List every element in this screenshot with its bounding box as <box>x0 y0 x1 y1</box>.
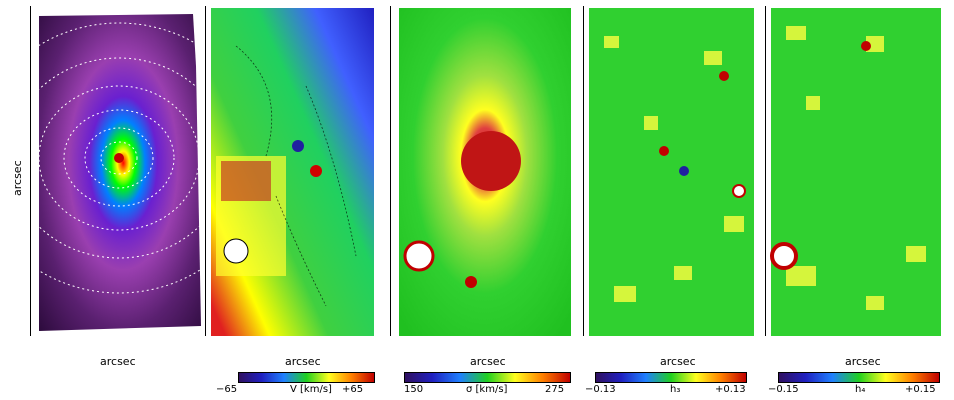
colorbar-h3 <box>595 372 747 383</box>
h3-map <box>589 8 754 336</box>
colorbar-dispersion-max: 275 <box>545 384 565 395</box>
colorbar-h3-label: h₃ <box>670 384 681 395</box>
velocity-map <box>211 8 374 336</box>
x-axis-label-flux: arcsec <box>100 355 136 368</box>
y-axis-label: arcsec <box>11 160 24 196</box>
velocity-panel <box>205 6 376 336</box>
colorbar-dispersion-label: σ [km/s] <box>466 384 508 395</box>
colorbar-h3-max: +0.13 <box>715 384 746 395</box>
colorbar-h4-min: −0.15 <box>768 384 799 395</box>
colorbar-h4-label: h₄ <box>855 384 866 395</box>
x-axis-label-h3: arcsec <box>660 355 696 368</box>
dispersion-panel <box>390 6 576 336</box>
x-axis-label-dispersion: arcsec <box>470 355 506 368</box>
h3-panel <box>583 6 759 336</box>
colorbar-dispersion <box>404 372 571 383</box>
colorbar-velocity-max: +65 <box>342 384 364 395</box>
colorbar-h4-max: +0.15 <box>905 384 936 395</box>
h4-map <box>770 8 941 336</box>
dispersion-map <box>399 8 571 336</box>
h4-panel <box>765 6 946 336</box>
colorbar-velocity <box>238 372 375 383</box>
flux-panel: arcsec <box>11 6 201 336</box>
colorbar-velocity-min: −65 <box>216 384 238 395</box>
x-axis-label-h4: arcsec <box>845 355 881 368</box>
colorbar-dispersion-min: 150 <box>404 384 424 395</box>
colorbar-h4 <box>778 372 940 383</box>
flux-map <box>31 14 201 331</box>
colorbar-h3-min: −0.13 <box>585 384 616 395</box>
colorbar-velocity-label: V [km/s] <box>290 384 332 395</box>
x-axis-label-velocity: arcsec <box>285 355 321 368</box>
